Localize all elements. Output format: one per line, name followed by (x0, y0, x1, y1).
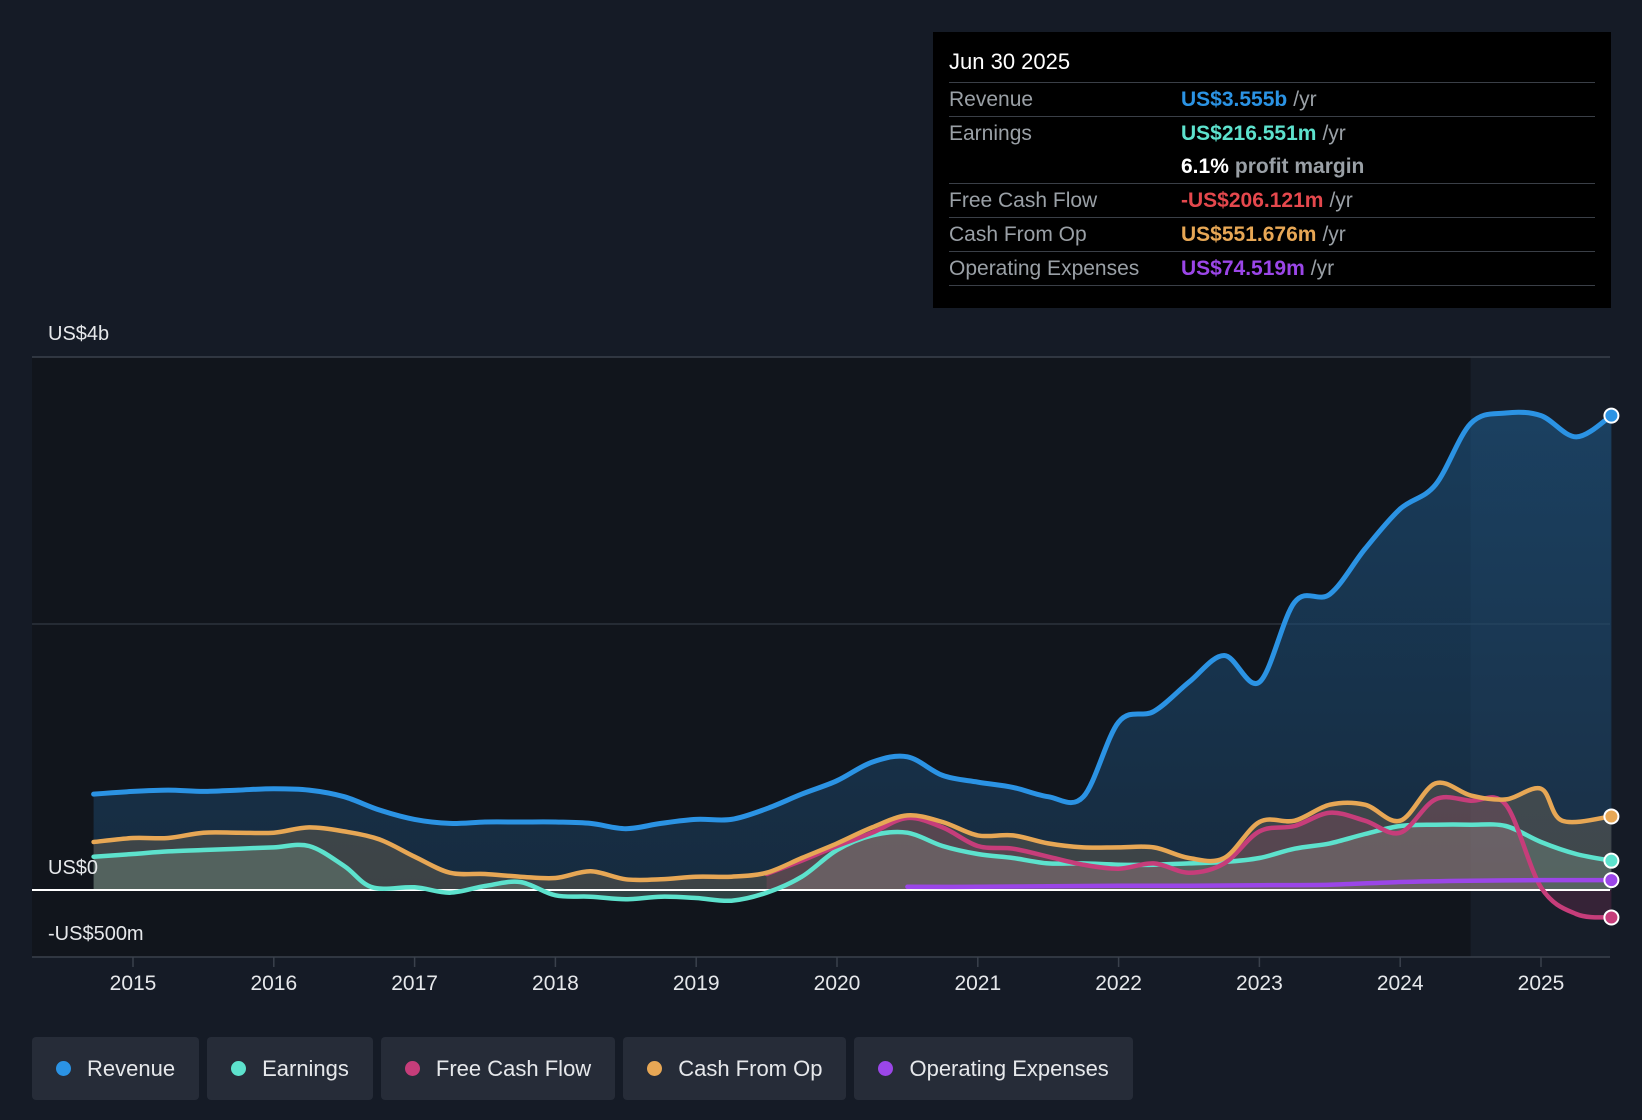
legend-label: Cash From Op (678, 1055, 823, 1081)
x-tick-label: 2024 (1377, 972, 1424, 995)
legend-dot-icon (231, 1061, 247, 1076)
x-tick-label: 2021 (954, 972, 1001, 995)
tooltip-row-opex: Operating Expenses US$74.519m /yr (949, 252, 1595, 286)
x-tick-label: 2020 (814, 972, 861, 995)
tooltip-cfo-unit: /yr (1322, 223, 1346, 246)
free-cash-flow-end-point (1603, 909, 1620, 926)
tooltip-revenue-label: Revenue (949, 88, 1034, 111)
tooltip-revenue-unit: /yr (1293, 88, 1317, 111)
x-tick-label: 2016 (250, 972, 297, 995)
x-tick-label: 2018 (532, 972, 579, 995)
operating-expenses-line (905, 877, 1614, 890)
y-label-bottom: -US$500m (48, 923, 144, 945)
cash-from-op-end-point (1603, 808, 1620, 825)
tooltip-earnings-label: Earnings (949, 122, 1032, 145)
legend-label: Free Cash Flow (435, 1055, 592, 1081)
legend-item-operating-expenses[interactable]: Operating Expenses (854, 1037, 1133, 1100)
cash-from-op-line (91, 780, 1614, 883)
legend-item-revenue[interactable]: Revenue (32, 1037, 200, 1100)
tooltip-fcf-value: -US$206.121m (1181, 189, 1324, 212)
tooltip-earnings-value: US$216.551m (1181, 122, 1317, 145)
tooltip-margin-value: 6.1% (1181, 155, 1229, 178)
tooltip-opex-unit: /yr (1310, 257, 1335, 280)
x-tick-label: 2025 (1518, 972, 1565, 995)
tooltip-row-earnings: Earnings US$216.551m /yr (949, 117, 1595, 150)
x-tick-label: 2019 (673, 972, 720, 995)
y-label-zero: US$0 (48, 857, 98, 879)
tooltip-row-margin: 6.1% profit margin (949, 150, 1595, 184)
legend-dot-icon (878, 1061, 894, 1076)
operating-expenses-end-point (1603, 872, 1620, 889)
revenue-area (93, 412, 1612, 890)
tooltip-opex-label: Operating Expenses (949, 257, 1140, 280)
earnings-area (93, 824, 1612, 901)
tooltip-fcf-unit: /yr (1329, 189, 1353, 212)
tooltip-row-cfo: Cash From Op US$551.676m /yr (949, 218, 1595, 252)
tooltip-revenue-value: US$3.555b (1181, 88, 1288, 111)
tooltip-cfo-value: US$551.676m (1181, 223, 1317, 246)
free-cash-flow-line (764, 794, 1614, 920)
tooltip-earnings-unit: /yr (1322, 122, 1346, 145)
tooltip-margin-text: profit margin (1234, 155, 1365, 178)
tooltip-fcf-label: Free Cash Flow (949, 189, 1098, 212)
earnings-end-point (1603, 852, 1620, 869)
x-tick-label: 2015 (110, 972, 157, 995)
legend-label: Earnings (262, 1055, 349, 1081)
tooltip-row-fcf: Free Cash Flow -US$206.121m /yr (949, 184, 1595, 218)
tooltip-date: Jun 30 2025 (949, 46, 1595, 83)
legend-label: Operating Expenses (909, 1055, 1109, 1081)
x-tick-label: 2022 (1095, 972, 1142, 995)
legend-dot-icon (56, 1061, 71, 1076)
y-label-top: US$4b (48, 323, 109, 345)
legend-item-cash-from-op[interactable]: Cash From Op (623, 1037, 847, 1100)
tooltip-margin-spacer (949, 150, 1181, 183)
legend-item-earnings[interactable]: Earnings (207, 1037, 373, 1100)
legend-dot-icon (647, 1061, 663, 1076)
legend-item-free-cash-flow[interactable]: Free Cash Flow (380, 1037, 616, 1100)
x-tick-label: 2023 (1236, 972, 1283, 995)
tooltip-cfo-label: Cash From Op (949, 223, 1087, 246)
tooltip-row-revenue: Revenue US$3.555b /yr (949, 83, 1595, 117)
revenue-line (91, 409, 1614, 832)
tooltip-panel: Jun 30 2025 Revenue US$3.555b /yr Earnin… (933, 32, 1611, 308)
legend-label: Revenue (87, 1055, 176, 1081)
x-tick-label: 2017 (391, 972, 438, 995)
tooltip-opex-value: US$74.519m (1181, 257, 1305, 280)
legend-dot-icon (404, 1061, 420, 1076)
revenue-end-point (1603, 407, 1620, 424)
legend: Revenue Earnings Free Cash Flow Cash Fro… (32, 1037, 1133, 1100)
